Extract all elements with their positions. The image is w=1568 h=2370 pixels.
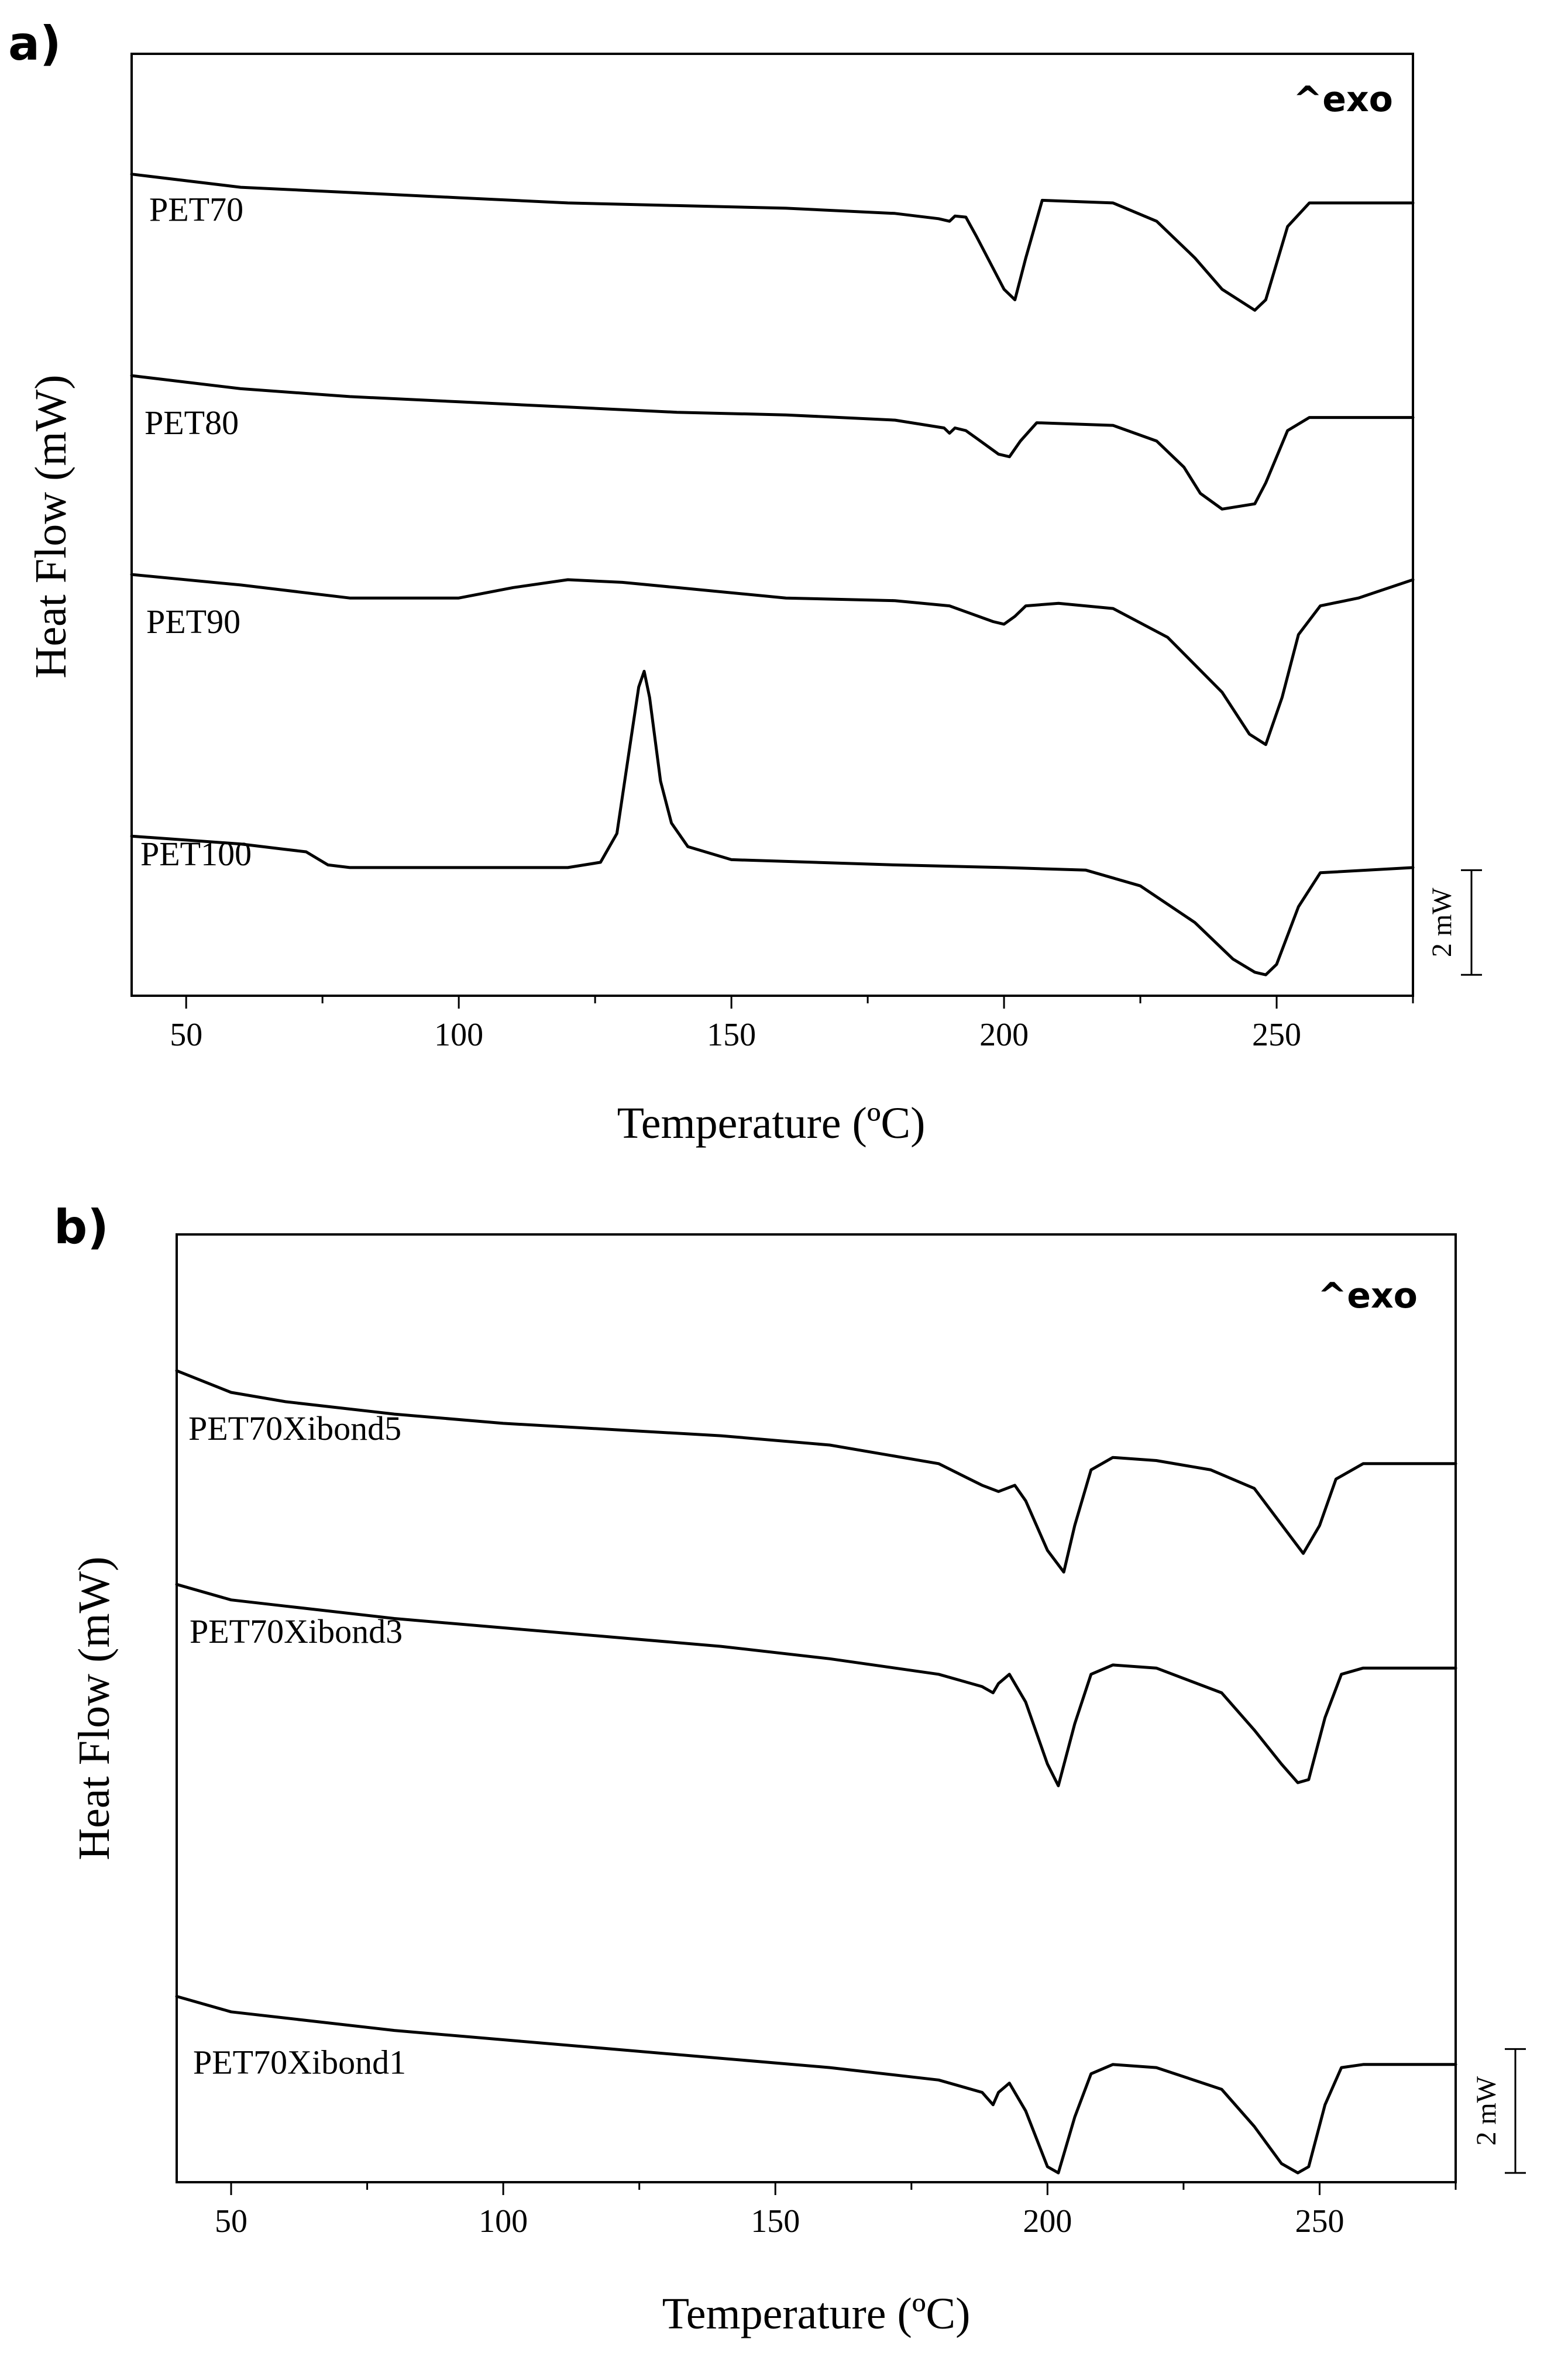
series-label-pet70xibond1: PET70Xibond1 xyxy=(193,2043,406,2081)
panel-a-exo-annotation: ^exo xyxy=(1293,79,1393,120)
series-pet90-line xyxy=(130,573,1415,747)
x-tick-label-200: 200 xyxy=(1023,2203,1072,2240)
panel-a-x-axis-title: Temperature (ºC) xyxy=(617,1099,926,1148)
panel-b-curves xyxy=(175,1369,1457,2175)
x-tick-label-50: 50 xyxy=(215,2203,247,2240)
panel-a-scale-bar-label: 2 mW xyxy=(1426,888,1457,957)
panel-a-plot-frame xyxy=(130,53,1414,997)
series-label-pet70xibond3: PET70Xibond3 xyxy=(190,1612,403,1650)
panel-a-y-axis-title: Heat Flow (mW) xyxy=(26,374,75,678)
x-tick-label-100: 100 xyxy=(434,1017,483,1053)
x-tick-label-150: 150 xyxy=(751,2203,800,2240)
panel-b-x-ticks: 50 100 150 200 250 xyxy=(215,2182,1457,2240)
panel-a-x-ticks: 50 100 150 200 250 xyxy=(170,996,1414,1053)
panel-b-label: b) xyxy=(54,1200,109,1254)
panel-b-series-labels: PET70Xibond5 PET70Xibond3 PET70Xibond1 xyxy=(188,1409,406,2081)
panel-b: b) 50 100 150 200 250 PET70Xibond5PET70Xibon… xyxy=(54,1200,1526,2338)
panel-b-x-axis-title: Temperature (ºC) xyxy=(662,2289,971,2338)
series-label-pet70xibond5: PET70Xibond5 xyxy=(188,1409,401,1447)
panel-b-y-axis-title: Heat Flow (mW) xyxy=(70,1556,119,1860)
series-pet80-line xyxy=(130,374,1415,511)
x-tick-label-250: 250 xyxy=(1295,2203,1344,2240)
panel-a-label: a) xyxy=(8,16,61,71)
x-tick-label-150: 150 xyxy=(707,1017,756,1053)
series-pet70xibond3-line xyxy=(175,1583,1457,1787)
x-tick-label-100: 100 xyxy=(479,2203,528,2240)
series-label-pet80: PET80 xyxy=(145,404,239,442)
panel-a-scale-bar: 2 mW xyxy=(1426,869,1482,976)
series-label-pet70: PET70 xyxy=(149,191,243,229)
panel-b-scale-bar: 2 mW xyxy=(1471,2048,1526,2174)
panel-a: a) 50 100 150 200 250 PET70PET80PET90PET100 … xyxy=(8,16,1482,1148)
series-pet100-line xyxy=(130,669,1415,976)
x-tick-label-200: 200 xyxy=(979,1017,1029,1053)
series-pet70-line xyxy=(130,173,1415,312)
series-label-pet100: PET100 xyxy=(140,835,252,873)
panel-b-scale-bar-label: 2 mW xyxy=(1471,2076,1502,2145)
panel-a-series-labels: PET70 PET80 PET90 PET100 xyxy=(140,191,252,873)
series-pet70xibond1-line xyxy=(175,1994,1457,2175)
x-tick-label-250: 250 xyxy=(1252,1017,1301,1053)
series-label-pet90: PET90 xyxy=(146,603,240,641)
panel-b-exo-annotation: ^exo xyxy=(1318,1275,1418,1316)
x-tick-label-50: 50 xyxy=(170,1017,202,1053)
panel-a-curves xyxy=(130,173,1415,976)
series-pet70xibond5-line xyxy=(175,1369,1457,1574)
panel-b-plot-frame xyxy=(176,1233,1457,2183)
